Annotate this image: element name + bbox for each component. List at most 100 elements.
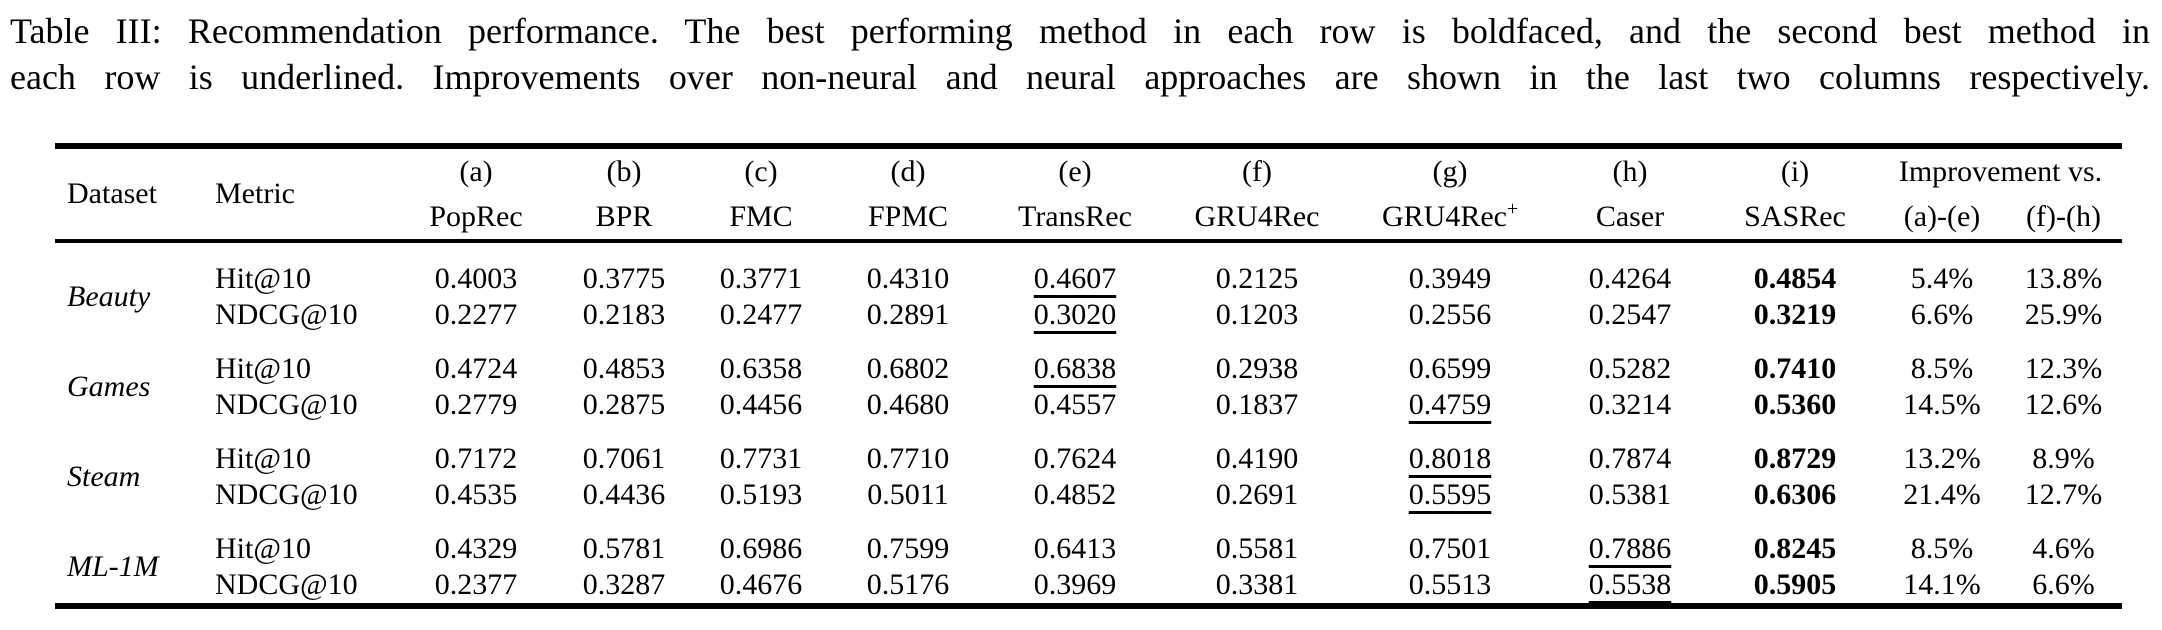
dataset-label-steam: Steam <box>67 460 141 493</box>
table-caption: Table III: Recommendation performance. T… <box>0 0 2162 100</box>
value-cell: 0.4607 <box>1033 262 1117 295</box>
value-cell: 0.3969 <box>1033 568 1117 601</box>
value-cell: 0.4436 <box>582 478 666 511</box>
value-cell: 0.4003 <box>434 262 518 295</box>
method-tag-fmc: (c) <box>744 155 778 188</box>
value-cell: 0.5176 <box>866 568 950 601</box>
method-tag-caser: (h) <box>1612 155 1648 188</box>
metric-label: Hit@10 <box>215 442 311 475</box>
value-cell: 0.7061 <box>582 442 666 475</box>
value-cell: 0.2556 <box>1408 298 1492 331</box>
value-cell: 0.4310 <box>866 262 950 295</box>
header-row-1: Dataset Metric (a) (b) (c) (d) (e) (f) (g) (h) (… <box>55 146 2122 243</box>
value-cell: 0.7172 <box>434 442 518 475</box>
method-tag-gru4rec: (g) <box>1432 155 1468 188</box>
value-cell: 0.7501 <box>1408 532 1492 565</box>
table-row-steam-hit-10: Steam Hit@10 0.7172 0.7061 0.7731 0.7710 0.762… <box>55 423 2122 493</box>
metric-label: Hit@10 <box>215 262 311 295</box>
value-cell: 0.4329 <box>434 532 518 565</box>
value-cell: 4.6% <box>2032 532 2095 565</box>
value-cell: 0.4852 <box>1033 478 1117 511</box>
value-cell: 0.2377 <box>434 568 518 601</box>
table-row-games-ndcg-10: NDCG@10 0.2779 0.2875 0.4456 0.4680 0.4557 0.1… <box>55 387 2122 423</box>
value-cell: 0.6358 <box>719 352 803 385</box>
method-tag-fpmc: (d) <box>890 155 926 188</box>
method-name-gru4rec: GRU4Rec <box>1163 195 1351 243</box>
paper-page: Table III: Recommendation performance. T… <box>0 0 2162 609</box>
value-cell: 0.4557 <box>1033 388 1117 421</box>
value-cell: 0.5905 <box>1753 568 1837 601</box>
method-name-fmc: FMC <box>693 195 829 243</box>
dataset-label-beauty: Beauty <box>67 280 151 313</box>
value-cell: 0.2277 <box>434 298 518 331</box>
value-cell: 0.3771 <box>719 262 803 295</box>
metric-label: Hit@10 <box>215 532 311 565</box>
performance-table: Dataset Metric (a) (b) (c) (d) (e) (f) (g) (h) (… <box>55 143 2123 609</box>
value-cell: 0.6599 <box>1408 352 1492 385</box>
value-cell: 0.5193 <box>719 478 803 511</box>
value-cell: 21.4% <box>1903 478 1981 511</box>
method-name-poprec: PopRec <box>397 195 555 243</box>
method-name-transrec: TransRec <box>987 195 1163 243</box>
value-cell: 0.4264 <box>1588 262 1672 295</box>
value-cell: 0.6802 <box>866 352 950 385</box>
value-cell: 0.8018 <box>1408 442 1492 475</box>
value-cell: 0.7710 <box>866 442 950 475</box>
value-cell: 0.6413 <box>1033 532 1117 565</box>
value-cell: 14.1% <box>1903 568 1981 601</box>
value-cell: 0.8245 <box>1753 532 1837 565</box>
method-name-label: SASRec <box>1744 200 1846 233</box>
col-header-dataset: Dataset <box>55 146 205 243</box>
value-cell: 0.5381 <box>1588 478 1672 511</box>
value-cell: 25.9% <box>2024 298 2103 331</box>
value-cell: 0.1203 <box>1215 298 1299 331</box>
value-cell: 8.5% <box>1910 532 1974 565</box>
value-cell: 13.2% <box>1903 442 1981 475</box>
value-cell: 0.4854 <box>1753 262 1837 295</box>
value-cell: 0.5538 <box>1588 568 1672 601</box>
method-name-superscript: + <box>1506 199 1518 220</box>
value-cell: 0.4853 <box>582 352 666 385</box>
method-tag-gru4rec: (f) <box>1242 155 1272 188</box>
value-cell: 0.3381 <box>1215 568 1299 601</box>
table-row-ml-1m-hit-10: ML-1M Hit@10 0.4329 0.5781 0.6986 0.7599 0.641… <box>55 513 2122 583</box>
value-cell: 0.7886 <box>1588 532 1672 565</box>
value-cell: 0.7410 <box>1753 352 1837 385</box>
method-name-label: TransRec <box>1018 200 1132 233</box>
metric-label: NDCG@10 <box>215 388 358 421</box>
method-tag-transrec: (e) <box>1058 155 1092 188</box>
dataset-label-ml-1m: ML-1M <box>67 550 159 583</box>
metric-label: NDCG@10 <box>215 298 358 331</box>
improvement-sub-header-a-e: (a)-(e) <box>1879 195 2005 243</box>
value-cell: 0.8729 <box>1753 442 1837 475</box>
value-cell: 0.3949 <box>1408 262 1492 295</box>
value-cell: 0.5011 <box>867 478 949 511</box>
value-cell: 0.2875 <box>582 388 666 421</box>
col-header-improvement: Improvement vs. <box>1898 155 2103 188</box>
value-cell: 0.5360 <box>1753 388 1837 421</box>
method-name-label: Caser <box>1595 200 1665 233</box>
value-cell: 0.2125 <box>1215 262 1299 295</box>
caption-line-1: Table III: Recommendation performance. T… <box>10 11 2150 51</box>
value-cell: 0.5581 <box>1215 532 1299 565</box>
method-tag-sasrec: (i) <box>1780 155 1810 188</box>
value-cell: 0.6838 <box>1033 352 1117 385</box>
method-name-label: BPR <box>595 200 653 233</box>
value-cell: 6.6% <box>1910 298 1974 331</box>
value-cell: 8.5% <box>1910 352 1974 385</box>
value-cell: 5.4% <box>1910 262 1974 295</box>
value-cell: 0.5513 <box>1408 568 1492 601</box>
table-row-beauty-hit-10: Beauty Hit@10 0.4003 0.3775 0.3771 0.4310 0.46… <box>55 241 2122 313</box>
value-cell: 0.2691 <box>1215 478 1299 511</box>
header-row-2: PopRec BPR FMC FPMC TransRec GRU4Rec GRU4Rec+ C… <box>55 195 2123 243</box>
value-cell: 0.3214 <box>1588 388 1672 421</box>
value-cell: 0.1837 <box>1215 388 1299 421</box>
method-name-fpmc: FPMC <box>829 195 987 243</box>
value-cell: 0.2938 <box>1215 352 1299 385</box>
value-cell: 0.4190 <box>1215 442 1299 475</box>
value-cell: 0.7599 <box>866 532 950 565</box>
method-name-label: FMC <box>729 200 793 233</box>
value-cell: 12.7% <box>2024 478 2103 511</box>
method-name-caser: Caser <box>1549 195 1711 243</box>
caption-line-2: each row is underlined. Improvements ove… <box>10 57 2150 97</box>
